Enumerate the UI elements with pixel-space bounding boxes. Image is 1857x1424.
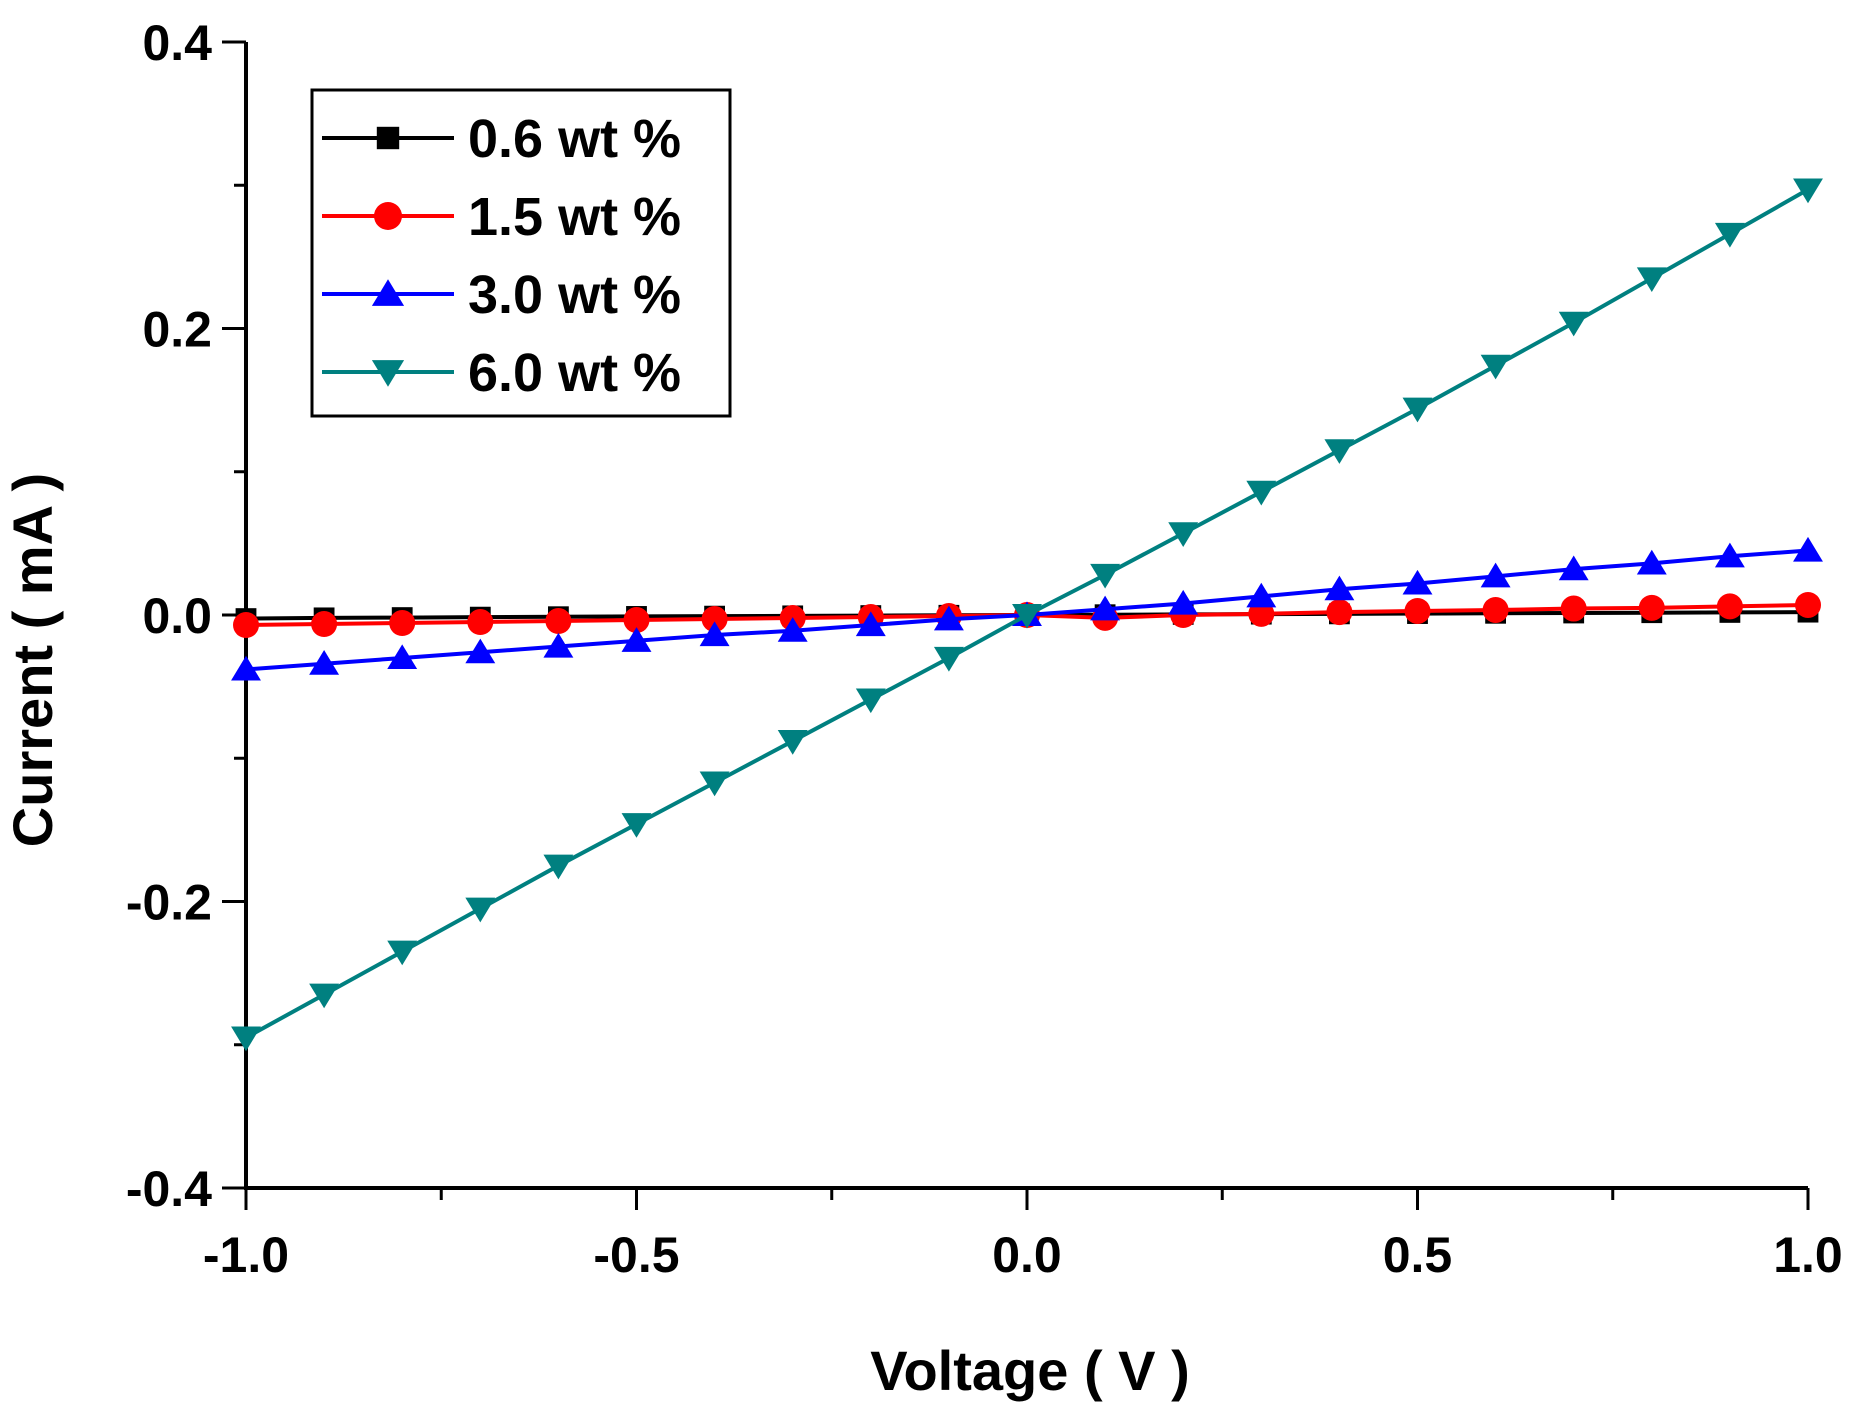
data-point	[699, 771, 730, 797]
data-point	[1090, 563, 1121, 589]
legend-swatch-marker	[374, 202, 402, 230]
data-point	[621, 627, 652, 652]
x-tick-label: -0.5	[593, 1227, 679, 1283]
data-point	[465, 897, 496, 923]
y-tick-label: 0.0	[142, 588, 212, 644]
legend-label: 1.5 wt %	[468, 187, 681, 247]
y-tick-label: 0.4	[142, 15, 212, 71]
data-point	[1402, 569, 1433, 595]
data-point	[855, 611, 886, 637]
legend-item: 0.6 wt %	[322, 109, 681, 169]
x-tick-label: 0.5	[1383, 1227, 1453, 1283]
x-tick-label: -1.0	[203, 1227, 289, 1283]
data-point	[1090, 595, 1121, 621]
data-point	[1558, 311, 1589, 337]
x-tick-label: 1.0	[1773, 1227, 1843, 1283]
data-point	[621, 813, 652, 838]
data-point	[1324, 575, 1355, 601]
legend-swatch-marker	[371, 279, 405, 306]
y-tick-label: -0.2	[126, 875, 212, 931]
data-point	[1795, 591, 1821, 618]
series-group	[231, 178, 1823, 1052]
legend-item: 1.5 wt %	[322, 187, 681, 247]
data-point	[1714, 542, 1745, 568]
data-point	[1638, 594, 1665, 621]
legend-swatch-marker	[376, 126, 400, 150]
data-point	[1793, 536, 1823, 562]
data-point	[1482, 596, 1509, 623]
data-point	[231, 655, 261, 681]
data-point	[543, 854, 574, 880]
data-point	[1793, 178, 1823, 204]
legend-item: 3.0 wt %	[322, 265, 681, 325]
legend-label: 3.0 wt %	[468, 265, 681, 325]
data-point	[387, 940, 418, 966]
y-tick-label: 0.2	[142, 302, 212, 358]
series-triangle-down	[231, 178, 1823, 1052]
data-point	[311, 611, 338, 638]
data-point	[699, 621, 730, 647]
legend-label: 0.6 wt %	[468, 109, 681, 169]
data-point	[1012, 603, 1042, 629]
y-axis-title: Current ( mA )	[1, 473, 64, 847]
data-point	[1636, 267, 1667, 293]
data-point	[623, 607, 650, 634]
axes: -1.0 -0.5 0.0 0.5 1.0 -0.4 -0.2 0.0 0.2 0.4	[126, 15, 1843, 1283]
data-point	[1402, 397, 1433, 423]
data-point	[389, 610, 416, 637]
x-axis-title: Voltage ( V )	[870, 1339, 1189, 1402]
data-point	[933, 646, 964, 672]
data-point	[231, 1026, 261, 1052]
data-point	[1324, 439, 1355, 464]
data-point	[233, 612, 259, 639]
data-point	[387, 644, 418, 670]
legend: 0.6 wt % 1.5 wt % 3.0 wt % 6.0 wt %	[310, 88, 732, 418]
data-point	[1168, 522, 1199, 547]
legend-item: 6.0 wt %	[322, 343, 681, 403]
data-point	[777, 730, 808, 755]
data-point	[1326, 599, 1353, 626]
data-point	[309, 983, 340, 1009]
data-point	[543, 632, 574, 658]
data-point	[1480, 354, 1511, 380]
data-point	[1636, 549, 1667, 575]
data-point	[855, 688, 886, 714]
x-tick-label: 0.0	[992, 1227, 1062, 1283]
data-point	[465, 638, 496, 664]
data-point	[467, 609, 494, 636]
data-point	[1246, 480, 1277, 506]
data-point	[1168, 589, 1199, 615]
data-point	[777, 617, 808, 642]
data-point	[309, 650, 340, 675]
y-tick-label: -0.4	[126, 1161, 212, 1217]
data-point	[1246, 582, 1277, 608]
data-point	[1560, 595, 1587, 622]
data-point	[701, 606, 728, 633]
legend-swatch-marker	[371, 360, 405, 387]
data-point	[1404, 597, 1431, 624]
data-point	[1716, 593, 1743, 620]
data-point	[1558, 555, 1589, 581]
legend-label: 6.0 wt %	[468, 343, 681, 403]
data-point	[1480, 562, 1511, 588]
data-point	[933, 605, 964, 631]
data-point	[545, 608, 572, 635]
data-point	[1714, 222, 1745, 248]
